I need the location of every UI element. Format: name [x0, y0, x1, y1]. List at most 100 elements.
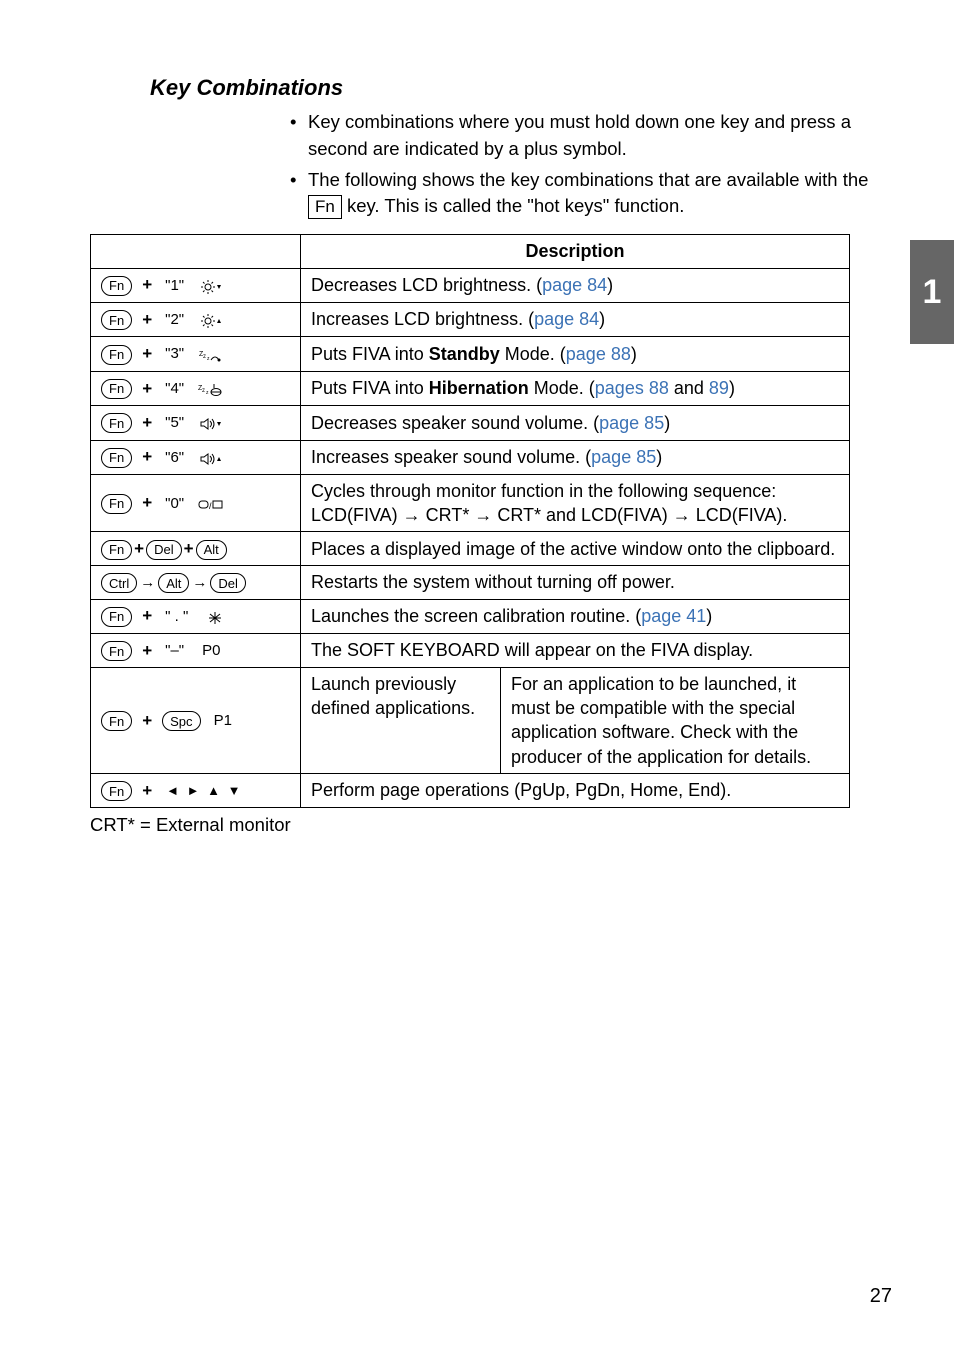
desc-text: ) — [631, 344, 637, 364]
monitor-cycle-icon: / — [198, 492, 224, 516]
key-combo: Fn + "3" Zzz — [91, 337, 301, 371]
desc-text: ) — [599, 309, 605, 329]
fn-key: Fn — [101, 448, 132, 468]
page-number: 27 — [870, 1285, 892, 1308]
arrow-keys-icon: ◄ ► ▲ ▼ — [166, 782, 242, 800]
plus-icon: + — [142, 446, 152, 469]
table-row: Fn + "4" Zzz Puts FIVA into Hibernation … — [91, 371, 850, 405]
key-combo: Fn + ◄ ► ▲ ▼ — [91, 773, 301, 807]
key-combo: Fn + Spc P1 — [91, 667, 301, 773]
desc-cell: Decreases LCD brightness. (page 84) — [301, 268, 850, 302]
table-row: Fn + "3" Zzz Puts FIVA into Standby Mode… — [91, 337, 850, 371]
key-combo: Fn + "6" — [91, 440, 301, 474]
svg-text:z: z — [202, 388, 205, 394]
table-row: Fn + "5" Decreases speaker sound volume.… — [91, 406, 850, 440]
intro-list: Key combinations where you must hold dow… — [290, 109, 894, 220]
key-combo: Fn + "–" P0 — [91, 633, 301, 667]
brightness-down-icon — [198, 274, 224, 298]
intro-text: key. This is called the "hot keys" funct… — [342, 195, 685, 216]
desc-text: Decreases speaker sound volume. ( — [311, 413, 599, 433]
desc-text: Puts FIVA into — [311, 378, 429, 398]
fn-key: Fn — [101, 379, 132, 399]
p0-label: P0 — [202, 641, 220, 661]
table-row: Fn + Spc P1 Launch previously defined ap… — [91, 667, 850, 773]
desc-text: Cycles through monitor function in the f… — [311, 481, 787, 525]
table-row: Fn + "2" Increases LCD brightness. (page… — [91, 302, 850, 336]
key-2: "2" — [165, 310, 184, 330]
section-heading: Key Combinations — [150, 75, 894, 101]
plus-icon: + — [142, 605, 152, 628]
desc-cell: Puts FIVA into Standby Mode. (page 88) — [301, 337, 850, 371]
key-combo: Fn+Del+Alt — [91, 532, 301, 566]
plus-icon: + — [142, 343, 152, 366]
plus-icon: + — [142, 492, 152, 515]
table-header-desc: Description — [301, 235, 850, 268]
svg-text:z: z — [206, 390, 209, 396]
table-row: Fn + ◄ ► ▲ ▼ Perform page operations (Pg… — [91, 773, 850, 807]
key-combo: Fn + "1" — [91, 268, 301, 302]
arrow-icon: → — [192, 573, 207, 593]
page-link[interactable]: page 85 — [599, 413, 664, 433]
desc-text: For an application to be launched, it mu… — [511, 674, 811, 767]
plus-icon: + — [142, 710, 152, 733]
volume-up-icon — [198, 446, 224, 470]
fn-key: Fn — [101, 276, 132, 296]
arrow-icon: → — [140, 573, 155, 593]
page-link[interactable]: pages 88 — [595, 378, 669, 398]
desc-cell: Puts FIVA into Hibernation Mode. (pages … — [301, 371, 850, 405]
plus-icon: + — [142, 640, 152, 663]
calibration-icon — [202, 605, 228, 629]
svg-text:/: / — [209, 501, 212, 511]
desc-text: ) — [656, 447, 662, 467]
brightness-up-icon — [198, 308, 224, 332]
spc-key: Spc — [162, 711, 200, 731]
page-link[interactable]: page 41 — [641, 606, 706, 626]
fn-key: Fn — [101, 641, 132, 661]
desc-text: Launch previously defined applications. — [311, 674, 475, 718]
del-key: Del — [146, 540, 182, 560]
page-content: Key Combinations Key combinations where … — [0, 0, 954, 836]
ctrl-key: Ctrl — [101, 573, 137, 593]
desc-text: Places a displayed image of the active w… — [311, 539, 835, 559]
table-row: Fn + "1" Decreases LCD brightness. (page… — [91, 268, 850, 302]
key-5: "5" — [165, 413, 184, 433]
svg-text:z: z — [203, 354, 206, 360]
page-link[interactable]: page 84 — [542, 275, 607, 295]
desc-cell: Perform page operations (PgUp, PgDn, Hom… — [301, 773, 850, 807]
intro-item: Key combinations where you must hold dow… — [290, 109, 894, 163]
page-link[interactable]: page 85 — [591, 447, 656, 467]
key-3: "3" — [165, 344, 184, 364]
table-row: Fn+Del+Alt Places a displayed image of t… — [91, 532, 850, 566]
key-combo: Fn + "0" / — [91, 474, 301, 532]
desc-cell-left: Launch previously defined applications. — [301, 667, 501, 773]
svg-text:z: z — [207, 356, 210, 362]
intro-item: The following shows the key combinations… — [290, 167, 894, 221]
desc-cell-right: For an application to be launched, it mu… — [501, 667, 850, 773]
key-dot: " . " — [165, 607, 188, 627]
fn-key: Fn — [101, 540, 132, 560]
page-link[interactable]: 89 — [709, 378, 729, 398]
desc-cell: Places a displayed image of the active w… — [301, 532, 850, 566]
desc-text: ) — [664, 413, 670, 433]
table-header-blank — [91, 235, 301, 268]
desc-text: Launches the screen calibration routine.… — [311, 606, 641, 626]
plus-icon: + — [142, 274, 152, 297]
page-link[interactable]: page 84 — [534, 309, 599, 329]
fn-key-box: Fn — [308, 195, 342, 218]
desc-text: The SOFT KEYBOARD will appear on the FIV… — [311, 640, 753, 660]
page-link[interactable]: page 88 — [566, 344, 631, 364]
desc-text: ) — [729, 378, 735, 398]
key-combo: Ctrl→Alt→Del — [91, 566, 301, 599]
desc-bold: Standby — [429, 344, 500, 364]
key-combo: Fn + " . " — [91, 599, 301, 633]
hotkeys-table: Description Fn + "1" Decreases LCD brigh… — [90, 234, 850, 807]
desc-cell: Launches the screen calibration routine.… — [301, 599, 850, 633]
desc-bold: Hibernation — [429, 378, 529, 398]
key-1: "1" — [165, 276, 184, 296]
fn-key: Fn — [101, 711, 132, 731]
key-combo: Fn + "5" — [91, 406, 301, 440]
desc-cell: Increases speaker sound volume. (page 85… — [301, 440, 850, 474]
key-combo: Fn + "2" — [91, 302, 301, 336]
p1-label: P1 — [214, 711, 232, 731]
desc-text: Decreases LCD brightness. ( — [311, 275, 542, 295]
